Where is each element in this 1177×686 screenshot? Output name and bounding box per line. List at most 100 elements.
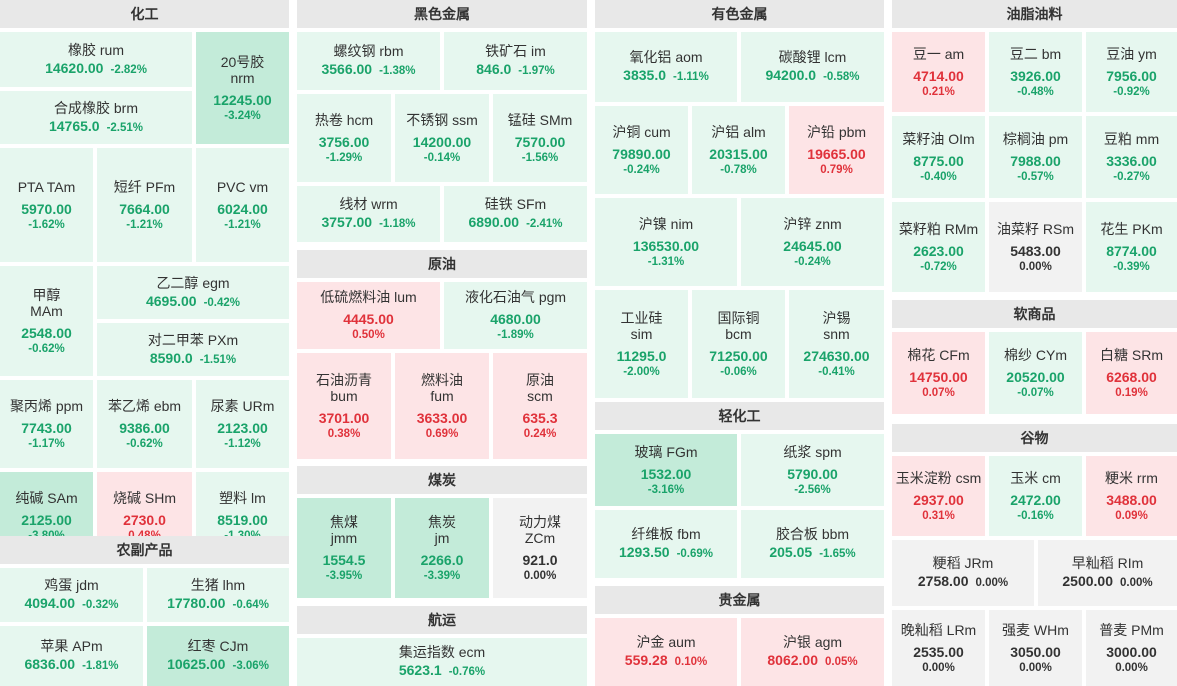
- commodity-tile[interactable]: 尿素 URm 2123.00 -1.12%: [196, 380, 289, 468]
- price-row: 3835.0 -1.11%: [623, 67, 709, 85]
- commodity-tile[interactable]: 集运指数 ecm 5623.1 -0.76%: [297, 638, 587, 686]
- commodity-tile[interactable]: 红枣 CJm 10625.00 -3.06%: [147, 626, 289, 686]
- commodity-name: 豆粕 mm: [1103, 130, 1160, 147]
- commodity-change: 0.00%: [922, 661, 955, 674]
- commodity-tile[interactable]: 对二甲苯 PXm 8590.0 -1.51%: [97, 323, 289, 376]
- commodity-tile[interactable]: 燃料油 fum 3633.00 0.69%: [395, 353, 489, 459]
- commodity-name: PTA TAm: [17, 178, 76, 195]
- commodity-tile[interactable]: 沪银 agm 8062.00 0.05%: [741, 618, 884, 686]
- commodity-tile[interactable]: 线材 wrm 3757.00 -1.18%: [297, 186, 440, 242]
- commodity-name: 焦煤: [330, 513, 358, 530]
- sector-grid: 低硫燃料油 lum 4445.00 0.50% 液化石油气 pgm 4680.00 -1.…: [297, 282, 587, 462]
- commodity-tile[interactable]: 低硫燃料油 lum 4445.00 0.50%: [297, 282, 440, 349]
- commodity-tile[interactable]: 沪镍 nim 136530.00 -1.31%: [595, 198, 737, 286]
- commodity-tile[interactable]: 棕榈油 pm 7988.00 -0.57%: [989, 116, 1082, 198]
- commodity-tile[interactable]: 早籼稻 RIm 2500.00 0.00%: [1038, 540, 1177, 606]
- commodity-tile[interactable]: 动力煤 ZCm 921.0 0.00%: [493, 498, 587, 598]
- commodity-price: 79890.00: [612, 145, 671, 162]
- commodity-name: 锰硅 SMm: [507, 111, 573, 128]
- sector-grid: 玉米淀粉 csm 2937.00 0.31% 玉米 cm 2472.00 -0.16% 粳米…: [892, 456, 1177, 686]
- commodity-tile[interactable]: 豆二 bm 3926.00 -0.48%: [989, 32, 1082, 112]
- sector-section: 谷物 玉米淀粉 csm 2937.00 0.31% 玉米 cm 2472.00 -0.16%…: [892, 424, 1177, 686]
- price-row: 8062.00 0.05%: [767, 652, 857, 670]
- commodity-tile[interactable]: 苯乙烯 ebm 9386.00 -0.62%: [97, 380, 192, 468]
- commodity-tile[interactable]: 油菜籽 RSm 5483.00 0.00%: [989, 202, 1082, 292]
- commodity-tile[interactable]: 花生 PKm 8774.00 -0.39%: [1086, 202, 1177, 292]
- commodity-tile[interactable]: 乙二醇 egm 4695.00 -0.42%: [97, 266, 289, 319]
- commodity-price: 3336.00: [1106, 152, 1157, 169]
- commodity-name: 线材 wrm: [339, 196, 398, 212]
- commodity-tile[interactable]: 聚丙烯 ppm 7743.00 -1.17%: [0, 380, 93, 468]
- commodity-tile[interactable]: PVC vm 6024.00 -1.21%: [196, 148, 289, 262]
- commodity-tile[interactable]: 不锈钢 ssm 14200.00 -0.14%: [395, 94, 489, 182]
- commodity-price: 9386.00: [119, 419, 170, 436]
- commodity-tile[interactable]: 粳米 rrm 3488.00 0.09%: [1086, 456, 1177, 536]
- commodity-tile[interactable]: 棉纱 CYm 20520.00 -0.07%: [989, 332, 1082, 414]
- commodity-change: -1.21%: [126, 218, 163, 231]
- commodity-name: 碳酸锂 lcm: [778, 49, 847, 65]
- commodity-tile[interactable]: 沪锌 znm 24645.00 -0.24%: [741, 198, 884, 286]
- commodity-tile[interactable]: 豆油 ym 7956.00 -0.92%: [1086, 32, 1177, 112]
- commodity-tile[interactable]: 豆粕 mm 3336.00 -0.27%: [1086, 116, 1177, 198]
- commodity-tile[interactable]: 短纤 PFm 7664.00 -1.21%: [97, 148, 192, 262]
- commodity-tile[interactable]: 氧化铝 aom 3835.0 -1.11%: [595, 32, 737, 102]
- commodity-tile[interactable]: 石油沥青 bum 3701.00 0.38%: [297, 353, 391, 459]
- commodity-tile[interactable]: 锰硅 SMm 7570.00 -1.56%: [493, 94, 587, 182]
- commodity-tile[interactable]: 菜籽油 OIm 8775.00 -0.40%: [892, 116, 985, 198]
- commodity-tile[interactable]: 豆一 am 4714.00 0.21%: [892, 32, 985, 112]
- commodity-tile[interactable]: 沪铜 cum 79890.00 -0.24%: [595, 106, 688, 194]
- commodity-tile[interactable]: 沪金 aum 559.28 0.10%: [595, 618, 737, 686]
- commodity-price: 1532.00: [640, 465, 692, 482]
- commodity-tile[interactable]: 热卷 hcm 3756.00 -1.29%: [297, 94, 391, 182]
- sector-section: 煤炭 焦煤 jmm 1554.5 -3.95% 焦炭 jm 2266.0 -3.39% 动力煤 ZC…: [297, 466, 587, 602]
- commodity-tile[interactable]: 苹果 APm 6836.00 -1.81%: [0, 626, 143, 686]
- commodity-tile[interactable]: 硅铁 SFm 6890.00 -2.41%: [444, 186, 587, 242]
- commodity-tile[interactable]: 纸浆 spm 5790.00 -2.56%: [741, 434, 884, 506]
- commodity-tile[interactable]: 焦煤 jmm 1554.5 -3.95%: [297, 498, 391, 598]
- commodity-tile[interactable]: 晚籼稻 LRm 2535.00 0.00%: [892, 610, 985, 686]
- commodity-change: 0.24%: [523, 427, 557, 440]
- commodity-tile[interactable]: 20号胶 nrm 12245.00 -3.24%: [196, 32, 289, 144]
- commodity-tile[interactable]: 生猪 lhm 17780.00 -0.64%: [147, 568, 289, 622]
- commodity-tile[interactable]: 合成橡胶 brm 14765.0 -2.51%: [0, 91, 192, 144]
- commodity-price: 205.05: [769, 544, 813, 560]
- sector-section: 原油 低硫燃料油 lum 4445.00 0.50% 液化石油气 pgm 4680.00-…: [297, 250, 587, 462]
- commodity-change: -0.69%: [676, 548, 714, 560]
- commodity-tile[interactable]: 碳酸锂 lcm 94200.0 -0.58%: [741, 32, 884, 102]
- commodity-tile[interactable]: 白糖 SRm 6268.00 0.19%: [1086, 332, 1177, 414]
- commodity-tile[interactable]: 纤维板 fbm 1293.50 -0.69%: [595, 510, 737, 578]
- commodity-tile[interactable]: 铁矿石 im 846.0 -1.97%: [444, 32, 587, 90]
- commodity-tile[interactable]: 强麦 WHm 3050.00 0.00%: [989, 610, 1082, 686]
- commodity-tile[interactable]: 沪锡 snm 274630.00 -0.41%: [789, 290, 884, 398]
- commodity-tile[interactable]: 焦炭 jm 2266.0 -3.39%: [395, 498, 489, 598]
- commodity-tile[interactable]: 沪铝 alm 20315.00 -0.78%: [692, 106, 785, 194]
- commodity-tile[interactable]: 橡胶 rum 14620.00 -2.82%: [0, 32, 192, 87]
- commodity-tile[interactable]: 玻璃 FGm 1532.00 -3.16%: [595, 434, 737, 506]
- commodity-tile[interactable]: 甲醇 MAm 2548.00 -0.62%: [0, 266, 93, 376]
- commodity-name: 尿素 URm: [210, 397, 275, 414]
- commodity-price: 8590.0: [149, 349, 193, 366]
- commodity-tile[interactable]: 国际铜 bcm 71250.00 -0.06%: [692, 290, 785, 398]
- commodity-tile[interactable]: 液化石油气 pgm 4680.00 -1.89%: [444, 282, 587, 349]
- commodity-tile[interactable]: PTA TAm 5970.00 -1.62%: [0, 148, 93, 262]
- sector-section: 贵金属 沪金 aum 559.28 0.10% 沪银 agm 8062.00 0.05%: [595, 586, 884, 686]
- commodity-tile[interactable]: 原油 scm 635.3 0.24%: [493, 353, 587, 459]
- commodity-change: -0.27%: [1113, 170, 1150, 183]
- commodity-tile[interactable]: 玉米 cm 2472.00 -0.16%: [989, 456, 1082, 536]
- commodity-price: 4094.00: [24, 595, 76, 611]
- commodity-name: 燃料油: [421, 371, 463, 388]
- commodity-change: -1.62%: [28, 218, 65, 231]
- commodity-tile[interactable]: 菜籽粕 RMm 2623.00 -0.72%: [892, 202, 985, 292]
- commodity-price: 136530.00: [632, 237, 700, 254]
- commodity-name: 短纤 PFm: [113, 178, 176, 195]
- commodity-tile[interactable]: 沪铅 pbm 19665.00 0.79%: [789, 106, 884, 194]
- commodity-tile[interactable]: 胶合板 bbm 205.05 -1.65%: [741, 510, 884, 578]
- commodity-tile[interactable]: 粳稻 JRm 2758.00 0.00%: [892, 540, 1034, 606]
- commodity-tile[interactable]: 鸡蛋 jdm 4094.00 -0.32%: [0, 568, 143, 622]
- commodity-tile[interactable]: 棉花 CFm 14750.00 0.07%: [892, 332, 985, 414]
- commodity-tile[interactable]: 玉米淀粉 csm 2937.00 0.31%: [892, 456, 985, 536]
- commodity-tile[interactable]: 工业硅 sim 11295.0 -2.00%: [595, 290, 688, 398]
- commodity-price: 20520.00: [1006, 368, 1065, 385]
- commodity-tile[interactable]: 螺纹钢 rbm 3566.00 -1.38%: [297, 32, 440, 90]
- commodity-tile[interactable]: 普麦 PMm 3000.00 0.00%: [1086, 610, 1177, 686]
